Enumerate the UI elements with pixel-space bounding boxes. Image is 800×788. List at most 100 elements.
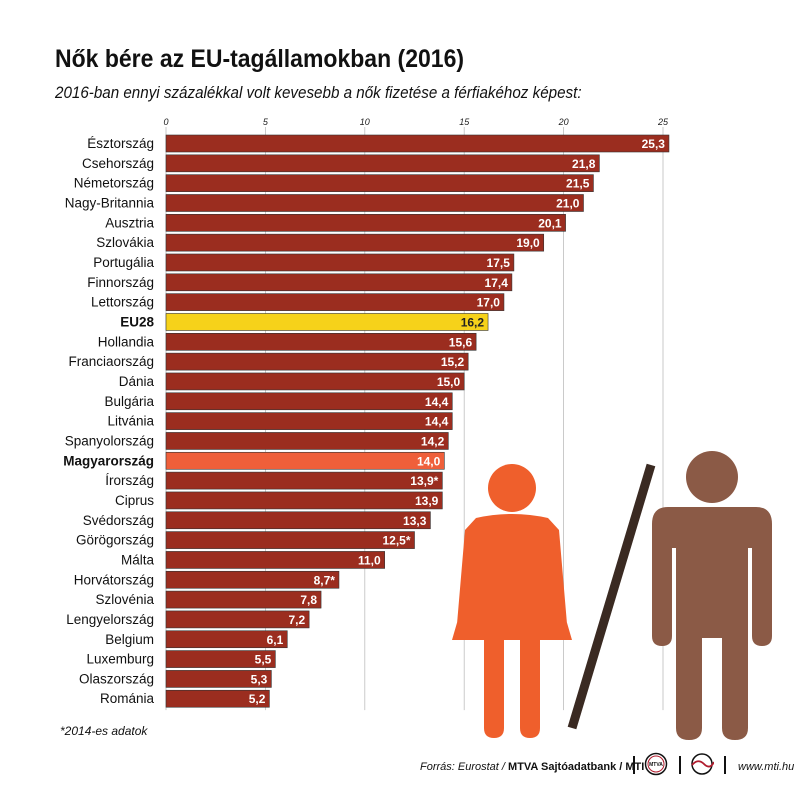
data-label: 17,4	[485, 276, 509, 290]
category-label: Németország	[74, 176, 154, 191]
bar	[165, 670, 272, 688]
source-text: Forrás: Eurostat / MTVA Sajtóadatbank / …	[420, 761, 644, 773]
bar	[165, 273, 513, 292]
data-label: 14,0	[417, 454, 441, 468]
bar	[165, 610, 310, 629]
data-label: 17,0	[477, 296, 501, 310]
x-tick-label: 25	[657, 117, 669, 127]
bar	[165, 372, 465, 391]
category-label: Luxemburg	[86, 652, 154, 667]
footer: Forrás: Eurostat / MTVA Sajtóadatbank / …	[0, 752, 800, 780]
bar	[165, 471, 443, 490]
bar	[165, 154, 600, 173]
category-label: Franciaország	[68, 354, 154, 369]
footer-separator	[633, 756, 635, 774]
category-label: Magyarország	[63, 453, 154, 468]
footer-separator	[724, 756, 726, 774]
category-label: Szlovénia	[95, 592, 154, 607]
bar	[165, 590, 322, 609]
website-link[interactable]: www.mti.hu	[738, 761, 795, 773]
chart-subtitle: 2016-ban ennyi százalékkal volt kevesebb…	[55, 84, 582, 102]
data-label: 13,9	[415, 494, 439, 508]
source-bold: MTVA Sajtóadatbank / MTI	[508, 761, 645, 773]
bar	[165, 313, 489, 331]
bar	[165, 689, 270, 708]
bar	[165, 491, 443, 510]
mtva-logo-icon: MTVA	[644, 752, 668, 776]
bar	[165, 451, 445, 470]
data-label: 15,0	[437, 375, 461, 389]
category-label: Csehország	[82, 156, 154, 171]
category-label: Spanyolország	[65, 433, 154, 448]
data-label: 5,5	[255, 653, 272, 667]
data-label: 5,2	[249, 692, 266, 706]
category-label: Olaszország	[79, 671, 154, 686]
category-label: Bulgária	[104, 394, 154, 409]
category-label: Horvátország	[74, 572, 154, 587]
category-label: Málta	[121, 552, 155, 567]
bar	[165, 233, 545, 252]
footnote: *2014-es adatok	[60, 724, 148, 738]
category-label: Románia	[100, 691, 155, 706]
data-label: 15,2	[441, 355, 465, 369]
category-label: Görögország	[76, 533, 154, 548]
source-prefix: Forrás: Eurostat /	[420, 761, 509, 773]
data-label: 21,8	[572, 157, 596, 171]
data-label: 14,4	[425, 415, 449, 429]
category-label: Észtország	[87, 136, 154, 151]
mti-logo-icon	[691, 753, 714, 775]
data-label: 16,2	[461, 315, 485, 329]
category-label: EU28	[120, 314, 154, 329]
category-label: Lettország	[91, 295, 154, 310]
category-label: Svédország	[83, 513, 154, 528]
bar	[165, 253, 515, 272]
bar	[165, 650, 276, 668]
woman-icon	[452, 464, 572, 738]
data-label: 21,5	[566, 177, 590, 191]
bar	[165, 352, 469, 371]
bar	[165, 570, 340, 589]
data-label: 15,6	[449, 335, 473, 349]
data-label: 12,5*	[382, 534, 410, 548]
bar	[165, 551, 385, 569]
data-label: 25,3	[642, 137, 666, 151]
category-label: Portugália	[93, 255, 154, 270]
data-label: 14,4	[425, 395, 449, 409]
bar	[165, 332, 477, 351]
category-label: Lengyelország	[66, 612, 154, 627]
category-label: Ausztria	[105, 215, 154, 230]
chart-title: Nők bére az EU-tagállamokban (2016)	[55, 45, 465, 73]
category-label: Dánia	[119, 374, 155, 389]
bar	[165, 134, 670, 153]
data-label: 6,1	[267, 633, 284, 647]
bar	[165, 392, 453, 411]
category-label: Litvánia	[107, 414, 154, 429]
data-label: 7,8	[300, 593, 317, 607]
footer-separator	[679, 756, 681, 774]
man-icon	[652, 451, 772, 740]
data-label: 21,0	[556, 196, 580, 210]
x-tick-label: 0	[163, 117, 168, 127]
data-label: 20,1	[538, 216, 562, 230]
bar	[165, 531, 415, 549]
x-tick-label: 20	[558, 117, 569, 127]
divider-slash	[567, 463, 656, 730]
bar	[165, 174, 594, 192]
data-label: 8,7*	[314, 573, 336, 587]
category-label: Ciprus	[115, 493, 154, 508]
category-label: Belgium	[105, 632, 154, 647]
bar	[165, 293, 505, 311]
data-label: 17,5	[487, 256, 511, 270]
bar	[165, 511, 431, 530]
category-label: Nagy-Britannia	[65, 195, 155, 210]
svg-text:MTVA: MTVA	[649, 762, 663, 768]
data-label: 14,2	[421, 434, 445, 448]
bar	[165, 194, 584, 212]
category-label: Finnország	[87, 275, 154, 290]
bar	[165, 630, 288, 649]
data-label: 11,0	[358, 553, 381, 567]
data-label: 13,3	[403, 514, 427, 528]
x-tick-label: 10	[360, 117, 370, 127]
